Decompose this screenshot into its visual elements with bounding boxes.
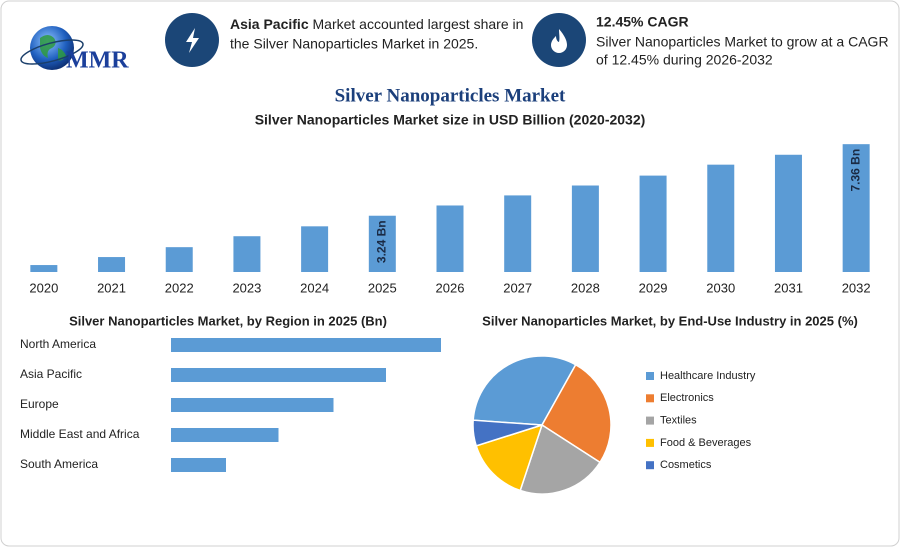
bar [842, 144, 870, 272]
bar [368, 215, 396, 272]
x-tick-label: 2030 [706, 280, 735, 295]
info-line: the Silver Nanoparticles Market in 2025. [230, 36, 478, 52]
x-tick-label: 2028 [571, 280, 600, 295]
legend-label: Textiles [660, 415, 697, 427]
legend-label: Electronics [660, 392, 714, 404]
bar [171, 398, 334, 412]
legend-swatch [646, 372, 654, 380]
category-label: Middle East and Africa [20, 427, 140, 441]
main-title: Silver Nanoparticles Market [335, 85, 566, 106]
category-label: Asia Pacific [20, 367, 82, 381]
info-line: Market accounted largest share in [313, 16, 524, 32]
logo: MMR [20, 26, 129, 74]
pie-slice [472, 355, 577, 426]
bar [233, 236, 261, 272]
value-label: 3.24 Bn [374, 220, 388, 263]
category-label: North America [20, 337, 96, 351]
value-label: 7.36 Bn [848, 149, 862, 192]
bar [171, 338, 441, 352]
x-tick-label: 2025 [368, 280, 397, 295]
bar [171, 368, 386, 382]
info-line: of 12.45% during 2026-2032 [596, 52, 773, 68]
bar [98, 257, 126, 272]
legend-swatch [646, 416, 654, 425]
legend-swatch [646, 394, 654, 403]
x-tick-label: 2032 [842, 280, 871, 295]
bar [30, 265, 58, 272]
x-tick-label: 2021 [97, 280, 126, 295]
pie-slice [519, 423, 602, 495]
info-bold: 12.45% CAGR [596, 14, 689, 30]
x-tick-label: 2023 [232, 280, 261, 295]
x-tick-label: 2027 [503, 280, 532, 295]
x-tick-label: 2029 [639, 280, 668, 295]
chart-title: Silver Nanoparticles Market, by Region i… [69, 313, 387, 328]
x-tick-label: 2022 [165, 280, 194, 295]
bar [165, 247, 193, 272]
x-tick-label: 2024 [300, 280, 329, 295]
bar [171, 428, 279, 442]
info-icon [532, 13, 586, 67]
chart-title: Silver Nanoparticles Market size in USD … [255, 112, 646, 128]
legend-swatch [646, 461, 654, 470]
x-tick-label: 2020 [29, 280, 58, 295]
category-label: Europe [20, 397, 59, 411]
info-line: Silver Nanoparticles Market to grow at a… [596, 34, 889, 50]
x-tick-label: 2031 [774, 280, 803, 295]
x-tick-label: 2026 [436, 280, 465, 295]
pie-slice [541, 363, 612, 464]
info-icon [165, 13, 219, 67]
logo-text: MMR [66, 48, 129, 74]
chart-title: Silver Nanoparticles Market, by End-Use … [482, 313, 858, 328]
bar [504, 195, 532, 272]
bar [707, 164, 735, 272]
bar [774, 154, 802, 272]
bar [639, 175, 667, 272]
legend-label: Cosmetics [660, 459, 712, 471]
legend-label: Food & Beverages [660, 437, 752, 449]
info-bold: Asia Pacific [230, 16, 309, 32]
category-label: South America [20, 457, 98, 471]
bar [436, 205, 464, 272]
legend-label: Healthcare Industry [660, 370, 756, 382]
legend-swatch [646, 438, 654, 447]
pie-slice [472, 419, 543, 447]
info-text: Asia Pacific Market accounted largest sh… [230, 16, 523, 32]
bar [571, 185, 599, 272]
bar [171, 458, 226, 472]
bar [301, 226, 329, 272]
